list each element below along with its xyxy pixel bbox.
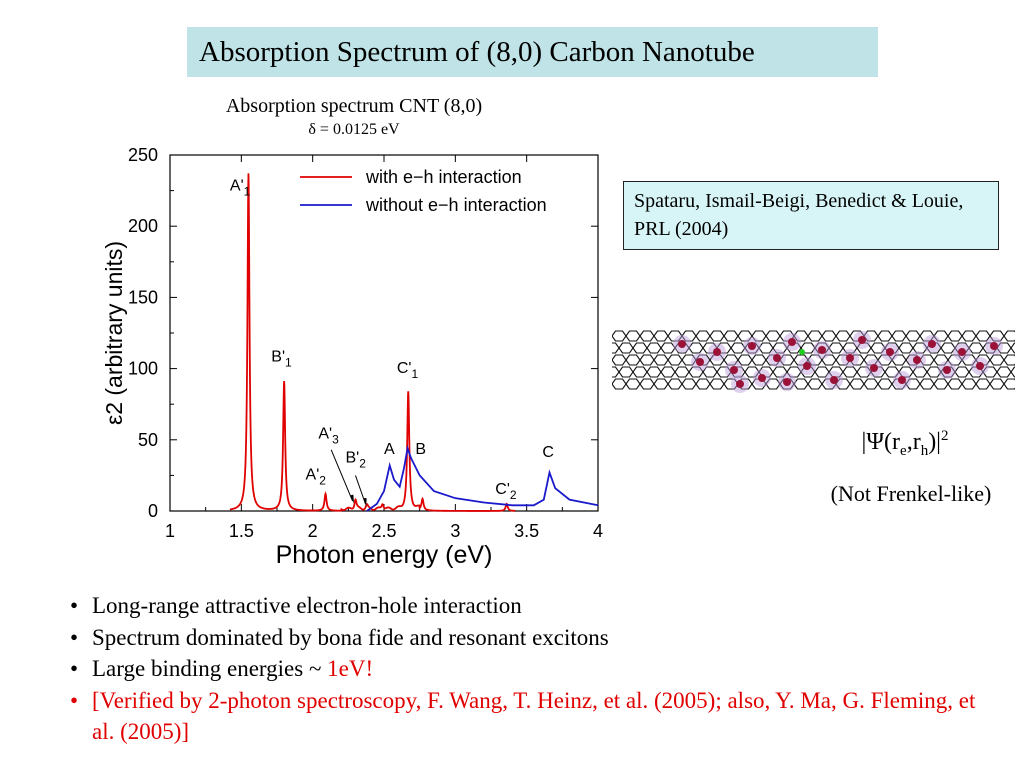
peak-label: C'2 xyxy=(495,481,517,502)
x-tick-label: 3.5 xyxy=(514,521,539,541)
density-blob xyxy=(758,374,766,382)
density-blob xyxy=(730,366,738,374)
verification-note: [Verified by 2-photon spectroscopy, F. W… xyxy=(70,685,1000,748)
density-blob xyxy=(830,376,838,384)
density-blob xyxy=(928,340,936,348)
density-blob xyxy=(678,340,686,348)
density-blob xyxy=(958,348,966,356)
peak-label: A'3 xyxy=(318,425,339,446)
arrow-head xyxy=(363,498,367,507)
density-blob xyxy=(713,348,721,356)
density-blob xyxy=(858,336,866,344)
y-tick-label: 100 xyxy=(128,359,158,379)
y-tick-label: 50 xyxy=(138,430,158,450)
y-tick-label: 150 xyxy=(128,287,158,307)
x-axis-label: Photon energy (eV) xyxy=(276,541,493,569)
series-line-with-eh xyxy=(229,173,516,512)
nanotube-lattice xyxy=(612,330,1015,390)
annotation-arrow xyxy=(330,449,354,502)
x-tick-label: 3 xyxy=(450,521,460,541)
reference-box: Spataru, Ismail-Beigi, Benedict & Louie,… xyxy=(623,181,999,250)
density-blob xyxy=(846,354,854,362)
bullet-item: Spectrum dominated by bona fide and reso… xyxy=(70,622,1000,654)
density-blob xyxy=(696,358,704,366)
x-tick-label: 1.5 xyxy=(229,521,254,541)
density-blob xyxy=(803,362,811,370)
hole-position-marker xyxy=(799,349,805,355)
y-tick-label: 250 xyxy=(128,145,158,165)
legend-label: with e−h interaction xyxy=(365,167,522,187)
peak-label: B xyxy=(415,441,426,458)
bullet-item: Long-range attractive electron-hole inte… xyxy=(70,590,1000,622)
density-blob xyxy=(990,342,998,350)
peak-label: A xyxy=(384,441,395,458)
chart-title: Absorption spectrum CNT (8,0) xyxy=(225,95,483,117)
peak-label: A'2 xyxy=(306,467,327,488)
density-blob xyxy=(748,342,756,350)
x-tick-label: 2 xyxy=(308,521,318,541)
density-blob xyxy=(788,338,796,346)
legend-label: without e−h interaction xyxy=(365,195,547,215)
wavefunction-label: |Ψ(re,rh)|2 xyxy=(861,428,949,459)
bullet-list: Long-range attractive electron-hole inte… xyxy=(70,590,1000,748)
density-blob xyxy=(913,356,921,364)
density-blob xyxy=(886,348,894,356)
density-blob xyxy=(898,376,906,384)
density-blob xyxy=(818,346,826,354)
density-blob xyxy=(783,378,791,386)
bullet-item: Large binding energies ~ 1eV! xyxy=(70,653,1000,685)
chart-subtitle: δ = 0.0125 eV xyxy=(308,121,400,138)
density-blob xyxy=(736,380,744,388)
frenkel-note: (Not Frenkel-like) xyxy=(830,481,992,506)
y-tick-label: 0 xyxy=(148,501,158,521)
reference-text: Spataru, Ismail-Beigi, Benedict & Louie,… xyxy=(634,190,964,240)
peak-label: A'1 xyxy=(230,178,251,199)
binding-energy-value: 1eV! xyxy=(327,656,374,681)
arrow-head xyxy=(350,494,355,504)
slide-title: Absorption Spectrum of (8,0) Carbon Nano… xyxy=(187,27,878,77)
series-line-without-eh xyxy=(366,444,599,512)
peak-label: B'2 xyxy=(345,450,366,471)
nanotube-wavefunction-image xyxy=(612,328,1015,396)
density-blob xyxy=(976,362,984,370)
x-tick-label: 2.5 xyxy=(371,521,396,541)
density-blob xyxy=(943,366,951,374)
x-tick-label: 4 xyxy=(593,521,603,541)
density-blob xyxy=(773,354,781,362)
absorption-spectrum-chart: 1 1.5 2 2.5 3 3.5 4 0 50 100 150 200 250 Photon energ… xyxy=(101,145,603,569)
y-tick-label: 200 xyxy=(128,216,158,236)
peak-label: B'1 xyxy=(271,348,292,369)
y-axis-label: ε2 (arbitrary units) xyxy=(101,241,127,425)
peak-label: C xyxy=(542,444,554,461)
peak-label: C'1 xyxy=(397,360,419,381)
density-blob xyxy=(870,364,878,372)
x-tick-label: 1 xyxy=(165,521,175,541)
